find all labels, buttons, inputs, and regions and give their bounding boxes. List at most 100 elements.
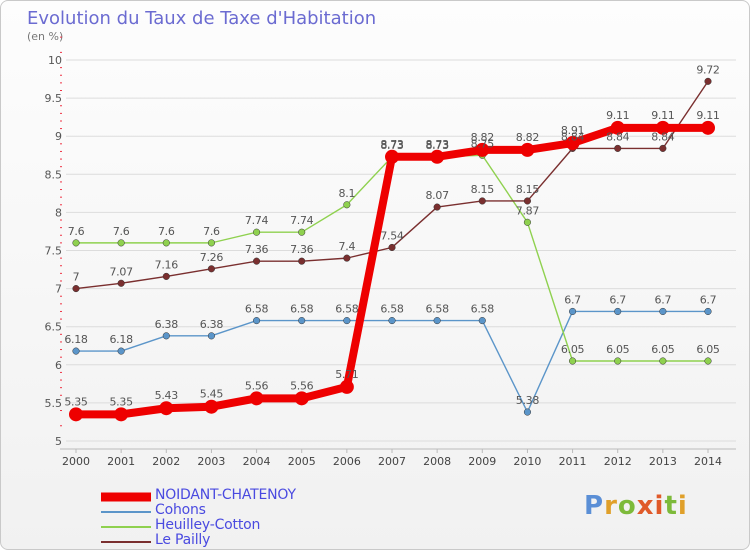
data-label: 5.35 [64, 395, 88, 408]
data-point [72, 239, 80, 247]
legend-label: Cohons [155, 502, 206, 518]
data-label: 8.82 [516, 131, 539, 144]
data-label: 6.05 [606, 343, 630, 356]
data-label: 9.11 [651, 109, 674, 122]
data-label: 5.71 [335, 368, 358, 381]
data-point [72, 285, 80, 293]
x-tick-label: 2001 [107, 455, 135, 468]
data-point [659, 357, 667, 365]
data-label: 8.15 [471, 183, 495, 196]
data-label: 6.05 [696, 343, 720, 356]
data-label: 5.38 [516, 394, 540, 407]
data-point [253, 317, 261, 325]
proxiti-logo: Proxiti [584, 491, 688, 521]
data-label: 6.58 [290, 303, 314, 316]
x-tick-label: 2005 [288, 455, 316, 468]
data-label: 6.58 [380, 303, 404, 316]
x-tick-label: 2013 [649, 455, 677, 468]
y-tick-label: 5 [55, 435, 62, 448]
data-point [704, 307, 712, 316]
legend-label: Heuilley-Cotton [155, 517, 261, 533]
x-tick-label: 2006 [333, 455, 361, 468]
data-point [249, 391, 264, 406]
y-tick-label: 9 [55, 130, 62, 143]
logo-letter: i [654, 491, 665, 521]
data-label: 5.43 [155, 389, 179, 402]
y-tick-label: 9.5 [45, 92, 63, 105]
x-tick-label: 2009 [468, 455, 496, 468]
data-point [343, 201, 351, 209]
data-point [614, 307, 622, 316]
data-point [388, 243, 396, 252]
data-point [475, 142, 490, 157]
data-point [478, 317, 486, 325]
logo-letter: P [584, 491, 605, 521]
data-label: 5.45 [200, 388, 224, 401]
data-label: 6.58 [245, 303, 269, 316]
data-label: 8.73 [380, 138, 404, 151]
logo-letter: r [604, 491, 618, 521]
data-label: 7.6 [68, 225, 85, 238]
data-point [569, 357, 577, 365]
data-label: 8.1 [339, 187, 356, 200]
data-point [569, 307, 577, 316]
data-label: 7.6 [203, 225, 220, 238]
logo-letter: i [677, 491, 688, 521]
data-label: 8.84 [606, 130, 630, 143]
data-point [614, 144, 622, 152]
data-label: 6.58 [471, 303, 495, 316]
x-tick-label: 2008 [423, 455, 451, 468]
y-tick-label: 5.5 [45, 397, 63, 410]
data-label: 7.54 [380, 229, 404, 242]
data-label: 8.73 [425, 138, 449, 151]
data-point [388, 317, 396, 325]
data-label: 7.87 [516, 204, 540, 217]
data-label: 7.07 [109, 265, 133, 278]
data-label: 8.15 [516, 183, 540, 196]
legend-swatch [101, 492, 151, 501]
data-point [294, 391, 309, 406]
data-label: 8.73 [425, 139, 449, 152]
x-tick-label: 2010 [513, 455, 541, 468]
legend-label: Le Pailly [155, 532, 211, 548]
chart-title: Evolution du Taux de Taxe d'Habitation [27, 8, 377, 29]
data-point [433, 317, 441, 325]
data-label: 8.84 [651, 130, 675, 143]
data-point [433, 203, 441, 211]
data-point [69, 407, 83, 422]
data-label: 7.36 [245, 243, 269, 256]
data-point [72, 347, 80, 355]
data-label: 7.16 [155, 258, 179, 271]
data-point [117, 239, 125, 247]
y-tick-label: 6.5 [45, 321, 63, 334]
data-point [339, 379, 354, 394]
data-label: 7.4 [339, 240, 356, 253]
data-label: 6.7 [700, 293, 717, 306]
data-label: 7.6 [113, 225, 130, 238]
data-point [117, 279, 125, 287]
x-tick-label: 2011 [559, 455, 587, 468]
data-point [520, 142, 535, 157]
data-label: 6.05 [561, 343, 585, 356]
data-point [565, 136, 580, 151]
data-point [253, 257, 261, 265]
data-point [614, 357, 622, 365]
x-tick-label: 2012 [604, 455, 632, 468]
y-tick-label: 8 [55, 206, 62, 219]
data-label: 6.18 [64, 333, 88, 346]
data-point [298, 257, 306, 265]
unit-label: (en %) [27, 30, 64, 43]
logo-letter: t [664, 491, 678, 521]
data-point [117, 347, 125, 355]
data-point [204, 399, 219, 414]
data-point [385, 149, 399, 164]
data-label: 7.36 [290, 243, 314, 256]
data-point [704, 357, 712, 365]
data-label: 6.38 [155, 318, 179, 331]
x-tick-label: 2014 [694, 455, 722, 468]
data-label: 5.56 [245, 379, 269, 392]
data-point [655, 120, 670, 135]
data-label: 6.58 [425, 303, 449, 316]
data-point [162, 272, 170, 280]
data-point [114, 407, 129, 422]
